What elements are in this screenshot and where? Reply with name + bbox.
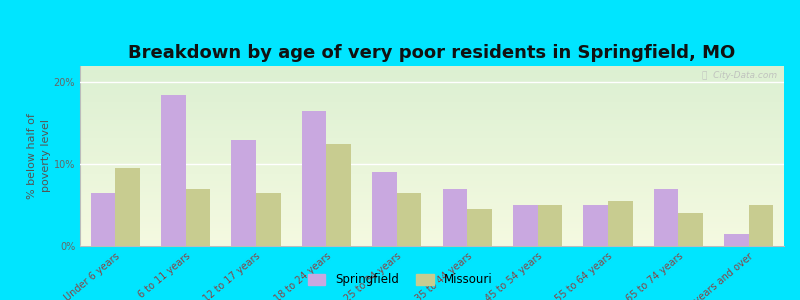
Bar — [115, 168, 140, 246]
Bar — [161, 94, 186, 246]
Bar — [90, 193, 115, 246]
Bar — [513, 205, 538, 246]
Bar — [326, 144, 351, 246]
Bar — [724, 234, 749, 246]
Bar — [442, 189, 467, 246]
Bar — [186, 189, 210, 246]
Bar — [231, 140, 256, 246]
Title: Breakdown by age of very poor residents in Springfield, MO: Breakdown by age of very poor residents … — [128, 44, 736, 62]
Bar — [749, 205, 774, 246]
Bar — [654, 189, 678, 246]
Bar — [608, 201, 633, 246]
Bar — [302, 111, 326, 246]
Text: ⓘ  City-Data.com: ⓘ City-Data.com — [702, 71, 777, 80]
Bar — [372, 172, 397, 246]
Y-axis label: % below half of
poverty level: % below half of poverty level — [27, 113, 51, 199]
Legend: Springfield, Missouri: Springfield, Missouri — [303, 269, 497, 291]
Bar — [467, 209, 492, 246]
Bar — [397, 193, 422, 246]
Bar — [678, 213, 703, 246]
Bar — [583, 205, 608, 246]
Bar — [256, 193, 281, 246]
Bar — [538, 205, 562, 246]
